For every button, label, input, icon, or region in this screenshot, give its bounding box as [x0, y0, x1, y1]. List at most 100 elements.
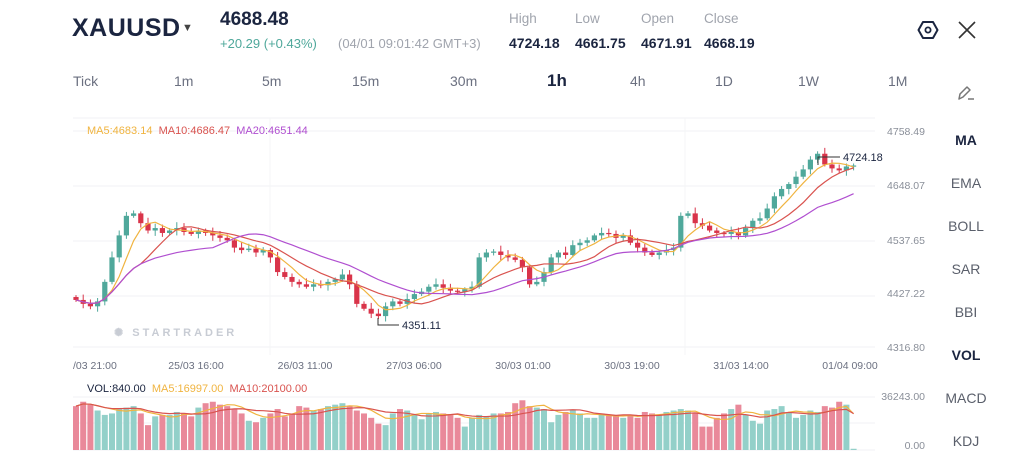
quote-timestamp: (04/01 09:01:42 GMT+3) — [338, 36, 481, 51]
candle-body — [455, 290, 461, 292]
candle-body — [102, 281, 108, 302]
volume-bar — [757, 423, 763, 450]
vol-ma5-legend: MA5:16997.00 — [151, 383, 224, 395]
candle-body — [757, 218, 763, 221]
tab-timeframe-15m[interactable]: 15m — [352, 73, 380, 89]
volume-bar — [749, 420, 756, 450]
candle-body — [707, 225, 713, 231]
tab-timeframe-5m[interactable]: 5m — [262, 73, 282, 89]
settings-hex-icon[interactable] — [917, 19, 939, 46]
tab-timeframe-tick[interactable]: Tick — [73, 73, 99, 89]
volume-bar — [793, 417, 799, 450]
low-marker-line — [377, 318, 399, 326]
candle-body — [303, 284, 309, 287]
candle-body — [332, 279, 338, 282]
volume-bar — [440, 413, 447, 450]
indicator-ma[interactable]: MA — [955, 132, 977, 148]
close-icon[interactable] — [957, 20, 977, 45]
volume-bar — [692, 413, 699, 450]
candle-body — [836, 168, 842, 171]
candle-body — [642, 247, 648, 253]
volume-bar — [641, 411, 648, 450]
tab-timeframe-4h[interactable]: 4h — [630, 73, 646, 89]
volume-bar — [382, 425, 389, 450]
candle-body — [779, 188, 785, 197]
volume-bar — [706, 426, 713, 450]
stat-label-open: Open — [641, 11, 675, 26]
volume-bar — [850, 448, 857, 450]
price-axis-label: 4427.22 — [887, 288, 925, 300]
candle-body — [476, 257, 482, 287]
volume-bar — [202, 403, 209, 450]
tab-timeframe-30m[interactable]: 30m — [450, 73, 478, 89]
indicator-kdj[interactable]: KDJ — [952, 433, 980, 449]
indicator-boll[interactable]: BOLL — [948, 218, 984, 234]
candle-body — [87, 303, 93, 307]
candle-body — [491, 251, 497, 253]
indicator-sar[interactable]: SAR — [951, 261, 981, 277]
candle-body — [426, 286, 432, 292]
candle-body — [728, 231, 734, 234]
tab-timeframe-1w[interactable]: 1W — [798, 73, 819, 89]
candle-body — [167, 230, 173, 233]
indicator-bbi[interactable]: BBI — [954, 304, 978, 320]
caret-down-icon[interactable]: ▼ — [182, 22, 193, 34]
volume-bar — [353, 410, 360, 450]
tab-timeframe-1h[interactable]: 1h — [547, 71, 567, 90]
volume-bar — [411, 414, 418, 450]
volume-bar — [166, 414, 173, 450]
volume-bar — [713, 417, 720, 450]
ma5-legend: MA5:4683.14 — [87, 125, 153, 137]
volume-bar — [778, 406, 785, 450]
last-price: 4688.48 — [220, 9, 289, 30]
volume-bar — [245, 420, 252, 450]
candle-body — [678, 215, 684, 248]
candle-body — [534, 281, 540, 285]
candle-body — [599, 232, 605, 236]
candle-body — [123, 215, 129, 236]
candle-body — [735, 231, 741, 236]
volume-bar — [224, 406, 231, 450]
tab-timeframe-1d[interactable]: 1D — [715, 73, 733, 89]
candle-body — [606, 232, 612, 235]
candle-body — [743, 228, 749, 236]
candle-body — [498, 251, 504, 255]
volume-bar — [613, 416, 619, 450]
volume-bar — [569, 410, 576, 450]
price-axis-label: 4758.49 — [887, 126, 925, 138]
candle-body — [548, 257, 554, 273]
volume-bar — [771, 409, 778, 450]
volume-bar — [80, 401, 87, 450]
indicator-macd[interactable]: MACD — [945, 390, 987, 406]
candle-body — [469, 286, 475, 290]
pencil-icon[interactable] — [956, 84, 976, 107]
tab-timeframe-1m[interactable]: 1m — [174, 73, 194, 89]
volume-bar — [591, 417, 598, 450]
indicator-ema[interactable]: EMA — [950, 175, 982, 191]
time-axis-label: 30/03 01:00 — [495, 360, 551, 372]
candle-body — [354, 284, 360, 304]
volume-bar — [418, 419, 425, 450]
symbol-selector[interactable]: XAUUSD — [72, 14, 181, 42]
volume-bar — [785, 411, 792, 450]
volume-bar — [526, 406, 533, 450]
volume-bar — [253, 422, 259, 450]
volume-bar — [656, 414, 663, 450]
indicator-vol[interactable]: VOL — [951, 347, 981, 363]
volume-bar — [123, 407, 130, 450]
ma-legend: MA5:4683.14 MA10:4686.47 MA20:4651.44 — [87, 125, 308, 137]
candle-body — [368, 308, 374, 314]
volume-bar — [173, 411, 180, 450]
candle-body — [462, 289, 468, 292]
stat-value-high: 4724.18 — [509, 35, 560, 51]
volume-bar — [735, 404, 742, 450]
volume-bar — [814, 411, 821, 450]
candle-body — [152, 228, 158, 231]
candle-body — [195, 230, 201, 234]
candle-body — [116, 235, 122, 258]
volume-bar — [677, 409, 684, 450]
volume-bar — [101, 414, 108, 450]
tab-timeframe-1m[interactable]: 1M — [888, 73, 908, 89]
candle-body — [282, 272, 288, 277]
